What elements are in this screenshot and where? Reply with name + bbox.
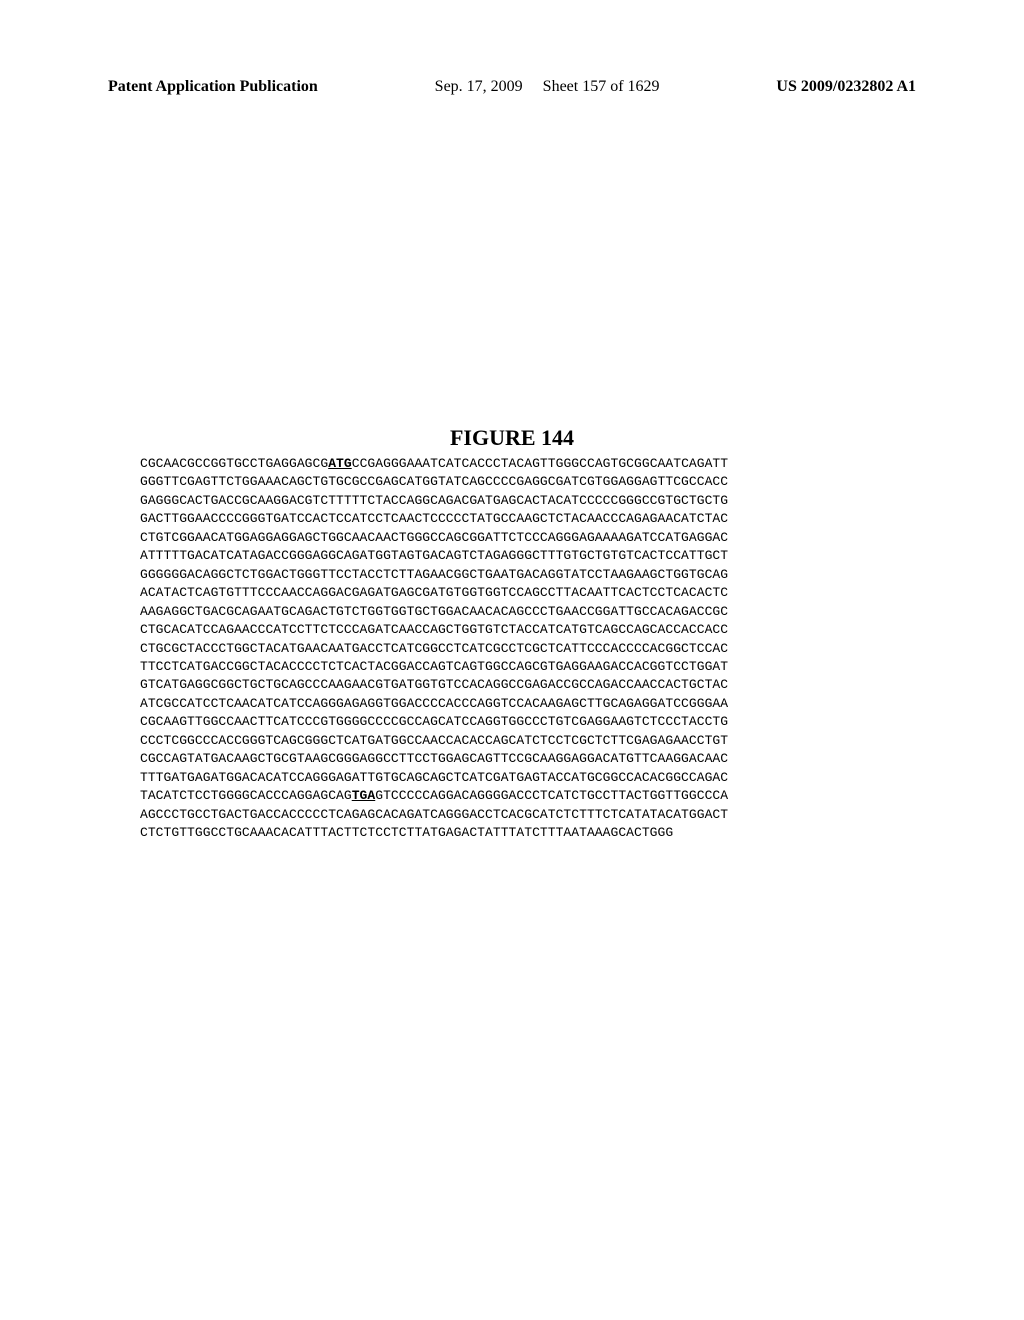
sequence-line: TTTGATGAGATGGACACATCCAGGGAGATTGTGCAGCAGC… — [140, 769, 884, 787]
page: Patent Application Publication Sep. 17, … — [0, 0, 1024, 1320]
header-publication-number: US 2009/0232802 A1 — [776, 78, 916, 96]
header-sheet-prefix: Sheet — [543, 78, 583, 95]
sequence-text: GTCCCCCAGGACAGGGGACCCTCATCTGCCTTACTGGTTG… — [375, 788, 728, 803]
sequence-line: TACATCTCCTGGGGCACCCAGGAGCAGTGAGTCCCCCAGG… — [140, 787, 884, 805]
sequence-text: CGCAACGCCGGTGCCTGAGGAGCG — [140, 456, 328, 471]
header-center: Sep. 17, 2009 Sheet 157 of 1629 — [435, 78, 660, 96]
sequence-block: CGCAACGCCGGTGCCTGAGGAGCGATGCCGAGGGAAATCA… — [140, 455, 884, 843]
sequence-line: CTCTGTTGGCCTGCAAACACATTTACTTCTCCTCTTATGA… — [140, 824, 884, 842]
page-header: Patent Application Publication Sep. 17, … — [108, 78, 916, 96]
sequence-line: GACTTGGAACCCCGGGTGATCCACTCCATCCTCAACTCCC… — [140, 510, 884, 528]
sequence-line: TTCCTCATGACCGGCTACACCCCTCTCACTACGGACCAGT… — [140, 658, 884, 676]
sequence-line: CTGCGCTACCCTGGCTACATGAACAATGACCTCATCGGCC… — [140, 640, 884, 658]
sequence-line: AGCCCTGCCTGACTGACCACCCCCTCAGAGCACAGATCAG… — [140, 806, 884, 824]
sequence-line: AAGAGGCTGACGCAGAATGCAGACTGTCTGGTGGTGCTGG… — [140, 603, 884, 621]
figure-title: FIGURE 144 — [0, 425, 1024, 451]
sequence-line: GGGGGGACAGGCTCTGGACTGGGTTCCTACCTCTTAGAAC… — [140, 566, 884, 584]
sequence-line: CTGCACATCCAGAACCCATCCTTCTCCCAGATCAACCAGC… — [140, 621, 884, 639]
sequence-line: CGCAACGCCGGTGCCTGAGGAGCGATGCCGAGGGAAATCA… — [140, 455, 884, 473]
sequence-line: CTGTCGGAACATGGAGGAGGAGCTGGCAACAACTGGGCCA… — [140, 529, 884, 547]
sequence-line: CCCTCGGCCCACCGGGTCAGCGGGCTCATGATGGCCAACC… — [140, 732, 884, 750]
header-sheet-of: of — [606, 78, 627, 95]
sequence-line: GAGGGCACTGACCGCAAGGACGTCTTTTTCTACCAGGCAG… — [140, 492, 884, 510]
sequence-text: TACATCTCCTGGGGCACCCAGGAGCAG — [140, 788, 352, 803]
header-sheet-total: 1629 — [628, 78, 660, 95]
codon: ATG — [328, 456, 352, 471]
sequence-line: CGCAAGTTGGCCAACTTCATCCCGTGGGGCCCCGCCAGCA… — [140, 713, 884, 731]
codon: TGA — [352, 788, 376, 803]
sequence-line: ATCGCCATCCTCAACATCATCCAGGGAGAGGTGGACCCCA… — [140, 695, 884, 713]
sequence-line: ATTTTTGACATCATAGACCGGGAGGCAGATGGTAGTGACA… — [140, 547, 884, 565]
sequence-text: CCGAGGGAAATCATCACCCTACAGTTGGGCCAGTGCGGCA… — [352, 456, 728, 471]
sequence-line: GGGTTCGAGTTCTGGAAACAGCTGTGCGCCGAGCATGGTA… — [140, 473, 884, 491]
header-date: Sep. 17, 2009 — [435, 78, 523, 95]
header-publication-label: Patent Application Publication — [108, 78, 318, 96]
sequence-line: GTCATGAGGCGGCTGCTGCAGCCCAAGAACGTGATGGTGT… — [140, 676, 884, 694]
header-sheet-num: 157 — [582, 78, 606, 95]
sequence-line: ACATACTCAGTGTTTCCCAACCAGGACGAGATGAGCGATG… — [140, 584, 884, 602]
sequence-line: CGCCAGTATGACAAGCTGCGTAAGCGGGAGGCCTTCCTGG… — [140, 750, 884, 768]
